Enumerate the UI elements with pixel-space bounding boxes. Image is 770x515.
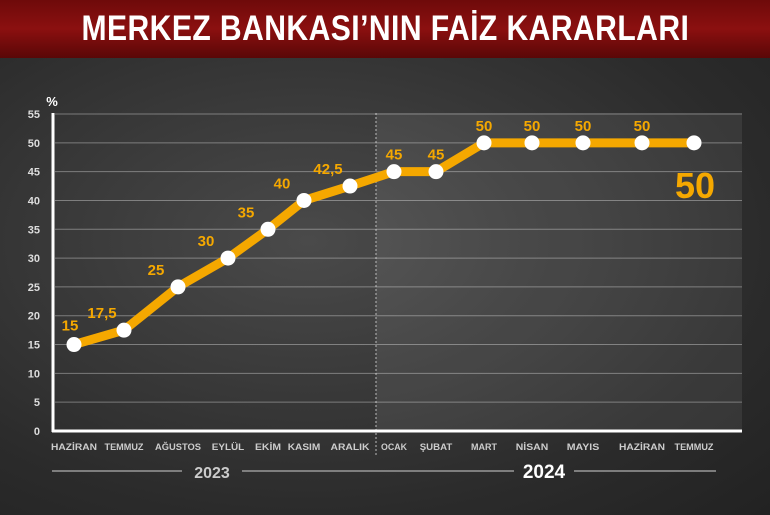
data-point — [342, 178, 358, 194]
data-label: 45 — [386, 147, 403, 164]
x-tick-label: AĞUSTOS — [155, 441, 201, 452]
y-tick-label: 55 — [28, 109, 40, 121]
x-tick-label: OCAK — [381, 442, 407, 452]
data-point — [386, 164, 402, 180]
data-point — [116, 322, 132, 338]
data-label: 15 — [62, 318, 79, 335]
y-axis-unit: % — [46, 94, 58, 109]
x-tick-label: MART — [471, 442, 497, 452]
data-label: 50 — [634, 118, 651, 135]
x-tick-label: ŞUBAT — [420, 442, 453, 452]
y-tick-label: 25 — [28, 282, 40, 294]
data-point — [260, 221, 276, 237]
x-tick-label: TEMMUZ — [675, 442, 715, 452]
x-tick-label: HAZİRAN — [619, 442, 665, 452]
data-label: 50 — [476, 118, 493, 135]
series-line — [72, 138, 694, 349]
x-tick-label: KASIM — [288, 442, 321, 452]
data-label: 30 — [198, 233, 215, 250]
y-tick-label: 35 — [28, 224, 40, 236]
data-label: 45 — [428, 147, 445, 164]
data-point — [428, 164, 444, 180]
data-label: 17,5 — [87, 305, 116, 322]
data-point — [524, 135, 540, 151]
data-label: 25 — [148, 262, 165, 279]
title-bar: MERKEZ BANKASI’NIN FAİZ KARARLARI — [0, 0, 770, 58]
year-label: 2023 — [194, 465, 230, 482]
year-label: 2024 — [523, 462, 566, 483]
x-tick-label: NİSAN — [516, 442, 549, 452]
chart-title: MERKEZ BANKASI’NIN FAİZ KARARLARI — [81, 9, 689, 48]
y-tick-label: 50 — [28, 138, 40, 150]
data-point — [66, 337, 82, 353]
data-point — [686, 135, 702, 151]
y-tick-label: 20 — [28, 311, 40, 323]
data-point — [296, 192, 312, 208]
data-point — [170, 279, 186, 295]
x-tick-label: EKİM — [255, 442, 281, 452]
data-point — [575, 135, 591, 151]
y-tick-label: 0 — [34, 426, 40, 438]
x-tick-label: MAYIS — [567, 442, 600, 452]
data-label: 50 — [524, 118, 541, 135]
data-point — [634, 135, 650, 151]
x-tick-label: TEMMUZ — [105, 442, 145, 452]
y-tick-label: 5 — [34, 397, 40, 409]
data-point — [220, 250, 236, 266]
y-tick-label: 15 — [28, 340, 40, 352]
x-tick-label: EYLÜL — [212, 442, 245, 452]
x-tick-label: ARALIK — [331, 442, 371, 452]
y-tick-label: 40 — [28, 195, 40, 207]
background — [0, 58, 770, 515]
data-label: 42,5 — [313, 161, 342, 178]
current-rate-highlight: 50 — [675, 165, 715, 206]
y-tick-label: 30 — [28, 253, 40, 265]
data-label: 50 — [575, 118, 592, 135]
data-label: 35 — [238, 204, 255, 221]
data-point — [476, 135, 492, 151]
y-tick-label: 45 — [28, 167, 40, 179]
data-label: 40 — [274, 175, 291, 192]
x-tick-label: HAZİRAN — [51, 442, 97, 452]
y-tick-label: 10 — [28, 368, 40, 380]
